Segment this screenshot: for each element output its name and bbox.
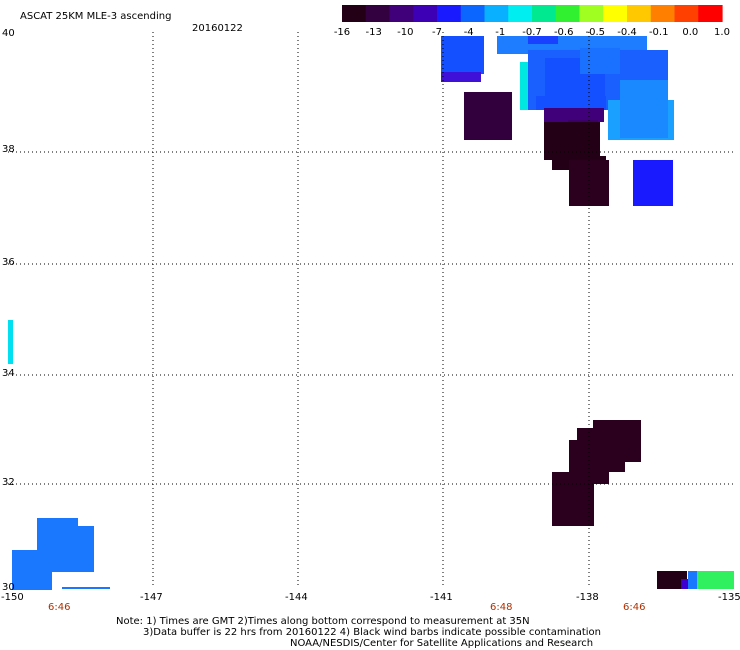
swath-cell	[8, 320, 13, 364]
swath-cell	[62, 587, 110, 589]
time-label: 6:48	[490, 602, 512, 613]
time-label: 6:46	[623, 602, 645, 613]
colorbar-swatch	[389, 5, 414, 22]
colorbar-swatch	[532, 5, 557, 22]
lon-label-150: -150	[1, 592, 24, 603]
swath-cell	[528, 36, 558, 44]
swath-cell	[633, 160, 673, 206]
footer-note-2: 3)Data buffer is 22 hrs from 20160122 4)…	[143, 627, 601, 638]
colorbar-label: -0.1	[649, 27, 669, 38]
swath-cell	[464, 92, 512, 140]
colorbar-label: -0.4	[617, 27, 637, 38]
colorbar-swatch	[579, 5, 604, 22]
colorbar-swatch	[460, 5, 486, 22]
colorbar-swatch	[437, 5, 462, 22]
colorbar-swatch	[413, 5, 438, 22]
colorbar-label: -10	[397, 27, 413, 38]
time-label: 6:46	[48, 602, 70, 613]
swath-cell	[441, 36, 484, 74]
colorbar-swatch	[342, 5, 367, 22]
gridlines	[8, 32, 734, 588]
colorbar-swatch	[627, 5, 652, 22]
lon-label-141: -141	[430, 592, 453, 603]
colorbar-swatch	[603, 5, 628, 22]
swath-cell	[536, 96, 606, 110]
lon-label-144: -144	[285, 592, 308, 603]
colorbar-label: -7	[432, 27, 442, 38]
swath-cell	[441, 72, 481, 82]
lat-label-36: 36	[2, 257, 15, 268]
lat-label-30: 30	[2, 582, 15, 593]
lat-label-38: 38	[2, 144, 15, 155]
footer-note-1: Note: 1) Times are GMT 2)Times along bot…	[116, 616, 530, 627]
colorbar-swatch	[698, 5, 723, 22]
colorbar-label: 0.0	[682, 27, 698, 38]
colorbar-label: -0.5	[586, 27, 606, 38]
swath-cell	[580, 48, 620, 74]
lat-label-40: 40	[2, 28, 15, 39]
map-title: ASCAT 25KM MLE-3 ascending	[20, 11, 171, 22]
colorbar-label: -16	[334, 27, 350, 38]
colorbar-swatch	[650, 5, 676, 22]
lon-label-135: -135	[718, 592, 740, 603]
colorbar-label: -1	[495, 27, 505, 38]
colorbar-label: -13	[366, 27, 382, 38]
colorbar-labels: -16 -13 -10 -7 -4 -1 -0.7 -0.6 -0.5 -0.4 -0.1 0.0 1.…	[334, 27, 730, 38]
swath-cell	[569, 160, 609, 206]
swath-cell	[697, 571, 734, 589]
data-swaths	[8, 36, 734, 590]
footer-credit: NOAA/NESDIS/Center for Satellite Applica…	[290, 638, 594, 649]
swath-cell	[688, 571, 698, 589]
swath-cell	[544, 108, 604, 122]
colorbar-label: -0.6	[554, 27, 574, 38]
colorbar-swatch	[365, 5, 391, 22]
swath-cell	[12, 550, 52, 590]
colorbar-swatch	[484, 5, 509, 22]
colorbar-label: -0.7	[522, 27, 542, 38]
colorbar-swatch	[674, 5, 699, 22]
colorbar	[342, 5, 723, 22]
colorbar-swatch	[555, 5, 581, 22]
lat-label-32: 32	[2, 477, 15, 488]
colorbar-label: -4	[464, 27, 474, 38]
lon-label-138: -138	[576, 592, 599, 603]
lon-label-147: -147	[140, 592, 163, 603]
swath-cell	[620, 80, 668, 138]
swath-cell	[544, 122, 600, 160]
colorbar-label: 1.0	[714, 27, 730, 38]
map-date: 20160122	[192, 23, 243, 34]
lat-label-34: 34	[2, 368, 15, 379]
swath-cell	[681, 579, 690, 589]
swath-cell	[657, 571, 687, 589]
colorbar-swatch	[508, 5, 533, 22]
swath-cell	[552, 472, 594, 526]
